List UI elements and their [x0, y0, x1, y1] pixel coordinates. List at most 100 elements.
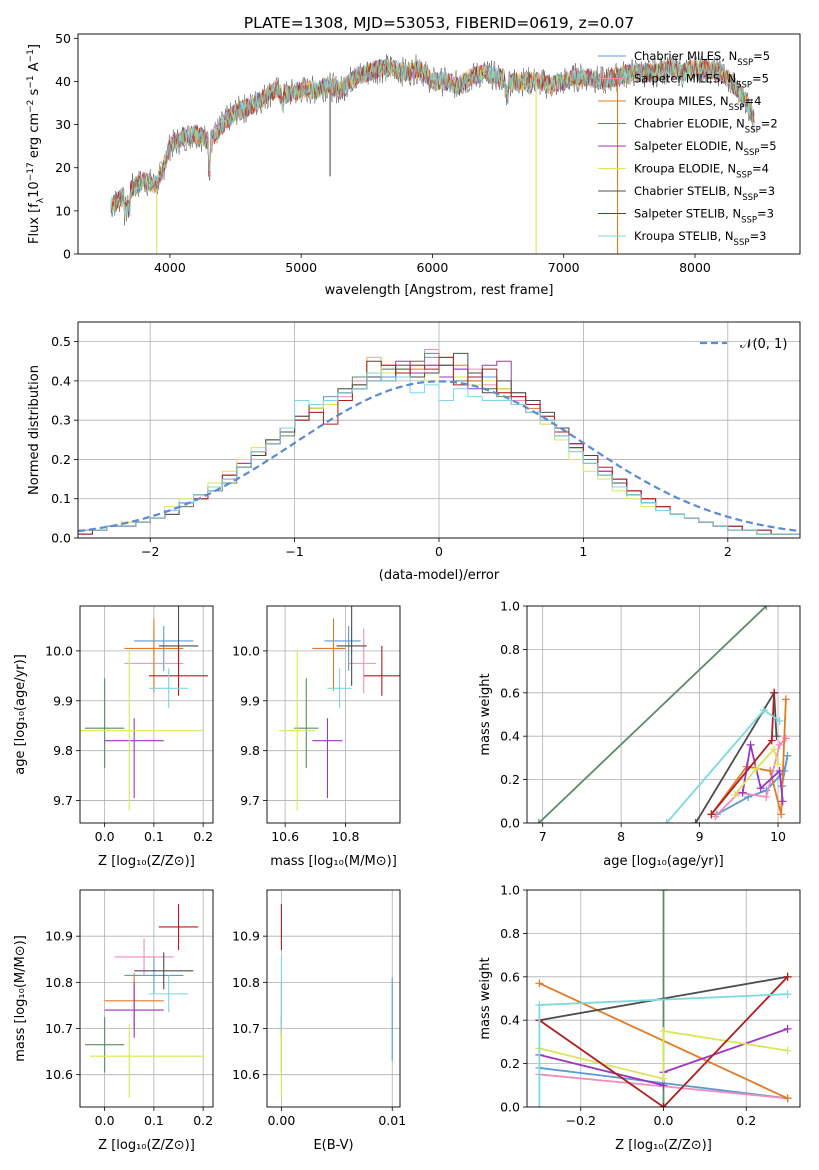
weight-marker — [772, 732, 781, 741]
legend-entry: Chabrier STELIB, NSSP=3 — [634, 184, 775, 203]
y-tick-label: 9.8 — [240, 743, 260, 758]
axes-frame — [266, 889, 401, 1108]
x-axis-label: age [log₁₀(age/yr)] — [603, 854, 724, 869]
weight-marker — [534, 819, 543, 823]
weight-marker — [783, 751, 792, 760]
y-tick-label: 1.0 — [500, 599, 520, 614]
y-tick-label: 0.0 — [51, 531, 71, 546]
weight-marker — [535, 1001, 544, 1010]
weight-marker — [659, 1103, 668, 1107]
y-tick-label: 0.0 — [500, 1100, 520, 1115]
normal-reference-curve — [78, 380, 800, 533]
x-axis-label: Z [log₁₀(Z/Z⊙)] — [98, 854, 195, 869]
legend-entry: 𝒩(0, 1) — [740, 337, 787, 352]
y-tick-label: 0.8 — [500, 642, 520, 657]
y-tick-label: 30 — [55, 117, 71, 132]
y-tick-label: 0.2 — [500, 1056, 520, 1071]
weight-line — [734, 747, 779, 796]
weight-marker — [707, 810, 716, 819]
legend-entry: Chabrier MILES, NSSP=5 — [634, 49, 770, 68]
y-axis-label: age [log₁₀(age/yr)] — [13, 654, 28, 775]
weight-marker — [659, 1074, 668, 1083]
y-tick-label: 20 — [55, 160, 71, 175]
weight-marker — [662, 819, 671, 823]
y-axis-label: mass [log₁₀(M/M⊙)] — [13, 935, 28, 1062]
weight-marker — [738, 788, 747, 797]
residuals-x-label: (data-model)/error — [379, 568, 500, 583]
weight-marker — [781, 695, 790, 704]
spectrum-line — [110, 58, 755, 218]
x-tick-label: 2 — [724, 544, 732, 559]
x-tick-label: 6000 — [417, 260, 449, 275]
plot-area — [527, 606, 800, 823]
legend-entry: Salpeter STELIB, NSSP=3 — [634, 207, 774, 226]
y-tick-label: 9.9 — [53, 693, 73, 708]
y-tick-label: 50 — [55, 31, 71, 46]
plot-area — [78, 322, 800, 538]
y-tick-label: 10.0 — [232, 643, 260, 658]
plot-area — [527, 890, 800, 1107]
axes-frame — [77, 321, 801, 539]
x-tick-label: 0.1 — [144, 1113, 164, 1128]
x-tick-label: 0.00 — [267, 1113, 295, 1128]
legend-entry: Salpeter MILES, NSSP=5 — [634, 72, 769, 91]
y-tick-label: 9.8 — [53, 743, 73, 758]
weight-vs-age-panel: 7 8 9 10 0.0 0.2 0.4 0.6 0.8 1.0 age [log₁₀(age/yr… — [478, 599, 801, 869]
weight-marker — [775, 740, 784, 749]
weight-marker — [756, 784, 765, 793]
mass-vs-ebv-panel: 0.00 0.01 10.6 10.7 10.8 10.9 E(B-V) — [232, 889, 406, 1153]
x-tick-label: 0.2 — [193, 829, 213, 844]
y-tick-label: 0.4 — [500, 729, 520, 744]
x-tick-label: 7000 — [548, 260, 580, 275]
weight-marker — [777, 810, 786, 819]
y-tick-label: 0.2 — [51, 452, 71, 467]
x-tick-label: 7 — [539, 829, 547, 844]
y-tick-label: 10.6 — [45, 1067, 73, 1082]
axes-frame — [79, 605, 214, 824]
weight-marker — [770, 745, 779, 754]
weight-marker — [781, 734, 790, 743]
axes-frame — [266, 605, 401, 824]
plot-area — [80, 890, 213, 1107]
x-tick-label: −2 — [141, 544, 159, 559]
legend-entry: Kroupa ELODIE, NSSP=4 — [634, 162, 769, 181]
y-tick-label: 10.8 — [45, 975, 73, 990]
weight-marker — [770, 688, 779, 697]
y-tick-label: 0.0 — [500, 816, 520, 831]
spectrum-legend: Chabrier MILES, NSSP=5 Salpeter MILES, NS… — [598, 49, 778, 248]
x-tick-label: 0.0 — [654, 1113, 674, 1128]
y-tick-label: 1.0 — [500, 883, 520, 898]
y-tick-label: 10.8 — [232, 975, 260, 990]
age-vs-z-panel: 0.0 0.1 0.2 9.7 9.8 9.9 10.0 Z [log₁₀(Z/Z⊙)] age… — [13, 605, 214, 869]
weight-line — [538, 976, 789, 1107]
y-tick-label: 0.1 — [51, 491, 71, 506]
spectrum-y-label: Flux [fλ10−17 erg cm−2 s−1 A−1] — [26, 44, 46, 244]
x-tick-label: −1 — [285, 544, 303, 559]
y-tick-label: 0.2 — [500, 772, 520, 787]
legend-entry: Kroupa STELIB, NSSP=3 — [634, 229, 766, 248]
y-tick-label: 0.3 — [51, 413, 71, 428]
weight-marker — [752, 764, 761, 773]
x-tick-label: 10.6 — [271, 829, 299, 844]
plot-area — [80, 606, 213, 823]
weight-marker — [774, 760, 783, 769]
weight-marker — [775, 717, 784, 726]
weight-line — [539, 975, 788, 1022]
x-axis-label: mass [log₁₀(M/M⊙)] — [270, 854, 397, 869]
x-tick-label: 8000 — [679, 260, 711, 275]
y-tick-label: 9.7 — [240, 793, 260, 808]
axes-frame — [526, 605, 801, 824]
weight-marker — [778, 797, 787, 806]
spectrum-panel: 4000 5000 6000 7000 8000 0 10 20 30 40 50 PLATE=130… — [26, 14, 801, 298]
y-tick-label: 9.7 — [53, 793, 73, 808]
y-tick-label: 0.4 — [500, 1013, 520, 1028]
y-tick-label: 10.9 — [45, 929, 73, 944]
histogram-step — [78, 372, 800, 538]
axes-frame — [79, 889, 214, 1108]
x-tick-label: 9 — [696, 829, 704, 844]
residuals-panel: −2 −1 0 1 2 0.0 0.1 0.2 0.3 0.4 0.5 (data-model)/er… — [27, 321, 801, 583]
y-tick-label: 0 — [63, 247, 71, 262]
weight-marker — [783, 1094, 792, 1103]
weight-marker — [535, 979, 544, 988]
